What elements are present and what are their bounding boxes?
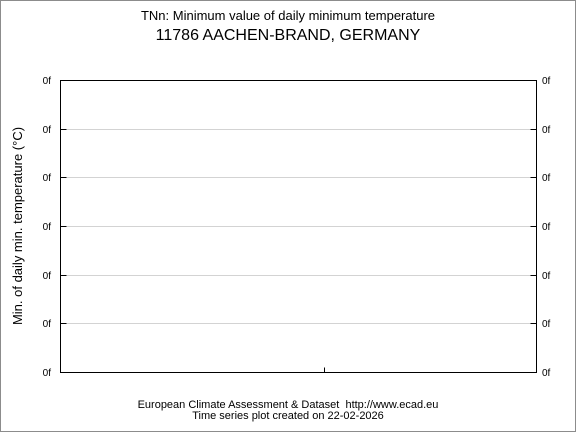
footer: European Climate Assessment & Dataset ht… bbox=[0, 400, 576, 422]
grid-lines bbox=[60, 129, 537, 324]
y-tick-label-right: 0f bbox=[542, 76, 551, 87]
y-tick-label-right: 0f bbox=[542, 271, 551, 282]
y-tick-label-left: 0f bbox=[43, 368, 52, 379]
chart-subtitle: 11786 AACHEN-BRAND, GERMANY bbox=[155, 27, 421, 44]
y-tick-label-left: 0f bbox=[43, 76, 52, 87]
y-tick-label-left: 0f bbox=[43, 173, 52, 184]
footer-credit: European Climate Assessment & Dataset ht… bbox=[137, 399, 439, 411]
y-tick-label-right: 0f bbox=[542, 222, 551, 233]
y-axis-label: Min. of daily min. temperature (°C) bbox=[10, 127, 25, 325]
y-tick-label-right: 0f bbox=[542, 368, 551, 379]
y-tick-label-right: 0f bbox=[542, 125, 551, 136]
y-tick-label-right: 0f bbox=[542, 173, 551, 184]
y-tick-label-left: 0f bbox=[43, 271, 52, 282]
y-tick-label-left: 0f bbox=[43, 125, 52, 136]
axis-ticks bbox=[60, 80, 537, 373]
y-tick-label-left: 0f bbox=[43, 319, 52, 330]
chart-title: TNn: Minimum value of daily minimum temp… bbox=[140, 8, 436, 23]
y-tick-labels-right: 0f 0f 0f 0f 0f 0f 0f bbox=[542, 76, 551, 379]
y-tick-label-left: 0f bbox=[43, 222, 52, 233]
y-tick-label-right: 0f bbox=[542, 319, 551, 330]
footer-created-date: Time series plot created on 22-02-2026 bbox=[192, 410, 384, 422]
y-tick-labels-left: 0f 0f 0f 0f 0f 0f 0f bbox=[43, 76, 52, 379]
